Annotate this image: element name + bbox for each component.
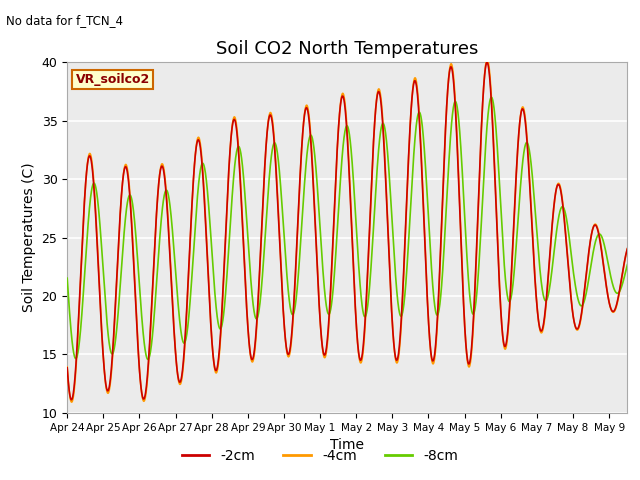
Legend: -2cm, -4cm, -8cm: -2cm, -4cm, -8cm (176, 443, 464, 468)
Text: No data for f_TCN_4: No data for f_TCN_4 (6, 14, 124, 27)
Y-axis label: Soil Temperatures (C): Soil Temperatures (C) (22, 163, 36, 312)
Text: VR_soilco2: VR_soilco2 (76, 73, 150, 86)
X-axis label: Time: Time (330, 438, 364, 452)
Title: Soil CO2 North Temperatures: Soil CO2 North Temperatures (216, 40, 478, 58)
